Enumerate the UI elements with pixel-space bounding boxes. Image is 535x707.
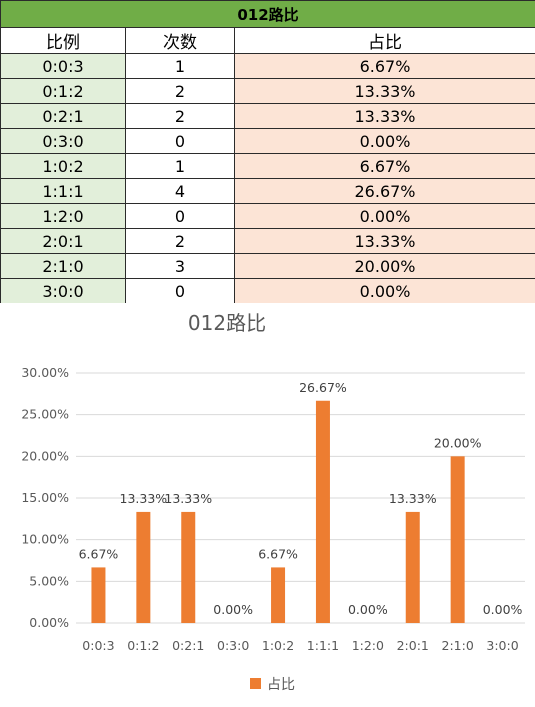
- y-tick-label: 0.00%: [29, 615, 69, 630]
- data-label: 0.00%: [213, 602, 253, 617]
- table-row: 1:1:1 4 26.67%: [0, 178, 535, 204]
- x-tick-label: 3:0:0: [486, 638, 518, 653]
- table-row: 2:0:1 2 13.33%: [0, 228, 535, 254]
- table-row: 0:1:2 2 13.33%: [0, 78, 535, 104]
- ratio-cell: 2:0:1: [0, 228, 126, 254]
- data-label: 20.00%: [434, 435, 482, 450]
- legend-swatch: [250, 678, 261, 689]
- table-row: 0:2:1 2 13.33%: [0, 103, 535, 129]
- data-label: 13.33%: [164, 491, 212, 506]
- count-cell: 0: [125, 278, 235, 304]
- ratio-cell: 0:0:3: [0, 53, 126, 79]
- x-tick-label: 0:1:2: [127, 638, 159, 653]
- bar: [136, 511, 151, 623]
- count-cell: 0: [125, 128, 235, 154]
- ratio-cell: 0:1:2: [0, 78, 126, 104]
- bar: [181, 511, 196, 623]
- header-ratio: 比例: [0, 27, 126, 54]
- y-tick-label: 5.00%: [29, 573, 69, 588]
- count-cell: 3: [125, 253, 235, 279]
- bar-chart: 012路比 6.67%13.33%13.33%0.00%6.67%26.67%0…: [21, 311, 525, 693]
- data-table: 012路比 比例 次数 占比 0:0:3 1 6.67% 0:1:2 2 13.33% 0:…: [0, 0, 535, 304]
- count-cell: 2: [125, 78, 235, 104]
- ratio-cell: 1:0:2: [0, 153, 126, 179]
- table-title: 012路比: [0, 0, 535, 28]
- x-tick-label: 2:1:0: [442, 638, 474, 653]
- pct-cell: 26.67%: [233, 178, 535, 204]
- pct-cell: 0.00%: [233, 128, 535, 154]
- count-cell: 2: [125, 103, 235, 129]
- pct-cell: 13.33%: [233, 78, 535, 104]
- data-label: 13.33%: [389, 491, 437, 506]
- header-pct: 占比: [233, 27, 535, 54]
- pct-cell: 6.67%: [233, 153, 535, 179]
- table-row: 2:1:0 3 20.00%: [0, 253, 535, 279]
- bar: [405, 511, 420, 623]
- pct-cell: 13.33%: [233, 228, 535, 254]
- bar: [450, 456, 465, 623]
- count-cell: 0: [125, 203, 235, 229]
- x-tick-label: 0:3:0: [217, 638, 249, 653]
- x-tick-label: 0:0:3: [82, 638, 114, 653]
- x-tick-label: 1:2:0: [352, 638, 384, 653]
- header-count: 次数: [125, 27, 235, 54]
- x-tick-label: 2:0:1: [397, 638, 429, 653]
- pct-cell: 0.00%: [233, 278, 535, 304]
- y-tick-label: 15.00%: [21, 490, 69, 505]
- count-cell: 4: [125, 178, 235, 204]
- table-row: 1:2:0 0 0.00%: [0, 203, 535, 229]
- ratio-cell: 1:2:0: [0, 203, 126, 229]
- ratio-cell: 0:2:1: [0, 103, 126, 129]
- bar: [271, 567, 286, 623]
- legend-label: 占比: [267, 677, 295, 693]
- data-label: 0.00%: [483, 602, 523, 617]
- count-cell: 1: [125, 153, 235, 179]
- table-row: 1:0:2 1 6.67%: [0, 153, 535, 179]
- data-label: 6.67%: [258, 546, 298, 561]
- y-tick-label: 30.00%: [21, 365, 69, 380]
- pct-cell: 6.67%: [233, 53, 535, 79]
- bar: [91, 567, 106, 623]
- count-cell: 2: [125, 228, 235, 254]
- y-tick-label: 20.00%: [21, 448, 69, 463]
- count-cell: 1: [125, 53, 235, 79]
- bar: [315, 400, 330, 623]
- table-row: 3:0:0 0 0.00%: [0, 278, 535, 304]
- y-tick-label: 10.00%: [21, 532, 69, 547]
- pct-cell: 13.33%: [233, 103, 535, 129]
- ratio-cell: 1:1:1: [0, 178, 126, 204]
- x-tick-label: 1:0:2: [262, 638, 294, 653]
- ratio-cell: 0:3:0: [0, 128, 126, 154]
- table-row: 0:3:0 0 0.00%: [0, 128, 535, 154]
- pct-cell: 20.00%: [233, 253, 535, 279]
- pct-cell: 0.00%: [233, 203, 535, 229]
- chart-area: 012路比 6.67% 13.33% 13.33% 0.00% 6.67% 26.67% 0…: [0, 303, 535, 707]
- x-tick-label: 0:2:1: [172, 638, 204, 653]
- table-row: 0:0:3 1 6.67%: [0, 53, 535, 79]
- ratio-cell: 2:1:0: [0, 253, 126, 279]
- data-label: 26.67%: [299, 380, 347, 395]
- chart-title: 012路比: [188, 311, 266, 335]
- y-tick-label: 25.00%: [21, 407, 69, 422]
- data-label: 0.00%: [348, 602, 388, 617]
- ratio-cell: 3:0:0: [0, 278, 126, 304]
- data-label: 6.67%: [79, 546, 119, 561]
- data-label: 13.33%: [120, 491, 168, 506]
- x-tick-label: 1:1:1: [307, 638, 339, 653]
